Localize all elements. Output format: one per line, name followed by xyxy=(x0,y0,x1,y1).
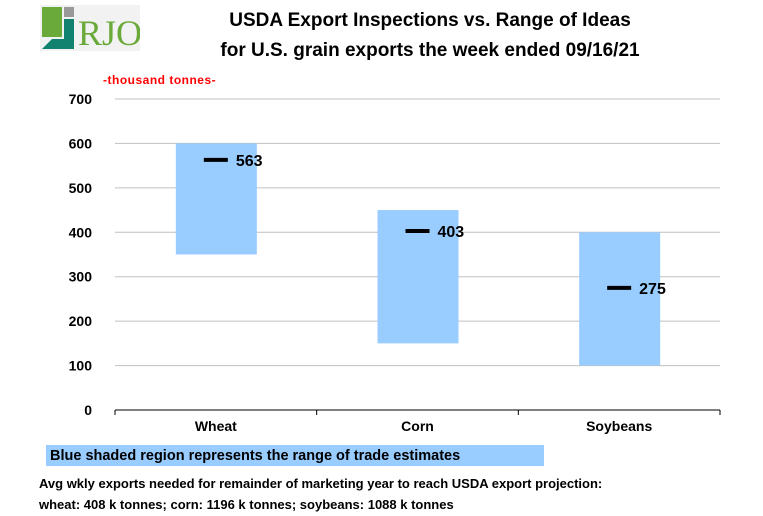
svg-text:RJO: RJO xyxy=(78,13,140,51)
y-tick-label: 600 xyxy=(69,135,93,151)
y-tick-label: 100 xyxy=(69,358,93,374)
data-label: 275 xyxy=(639,281,666,298)
y-tick-label: 500 xyxy=(69,180,93,196)
y-tick-label: 200 xyxy=(69,313,93,329)
x-tick-label: Soybeans xyxy=(586,418,652,434)
note-line-2: wheat: 408 k tonnes; corn: 1196 k tonnes… xyxy=(39,497,454,512)
y-tick-label: 0 xyxy=(84,402,92,418)
x-tick-label: Wheat xyxy=(195,418,237,434)
y-tick-label: 300 xyxy=(69,269,93,285)
chart-title: USDA Export Inspections vs. Range of Ide… xyxy=(229,10,631,31)
chart-subtitle: for U.S. grain exports the week ended 09… xyxy=(220,40,640,61)
range-bar-wheat xyxy=(175,143,257,255)
range-bar-soybeans xyxy=(579,232,661,366)
y-tick-label: 700 xyxy=(69,91,93,107)
y-tick-label: 400 xyxy=(69,224,93,240)
data-label: 563 xyxy=(236,153,263,170)
rjo-logo: RJO xyxy=(40,5,142,53)
data-label: 403 xyxy=(438,224,465,241)
y-axis-unit: -thousand tonnes- xyxy=(103,73,217,87)
note-line-1: Avg wkly exports needed for remainder of… xyxy=(39,476,603,491)
legend-box: Blue shaded region represents the range … xyxy=(46,445,544,466)
x-tick-label: Corn xyxy=(401,418,434,434)
